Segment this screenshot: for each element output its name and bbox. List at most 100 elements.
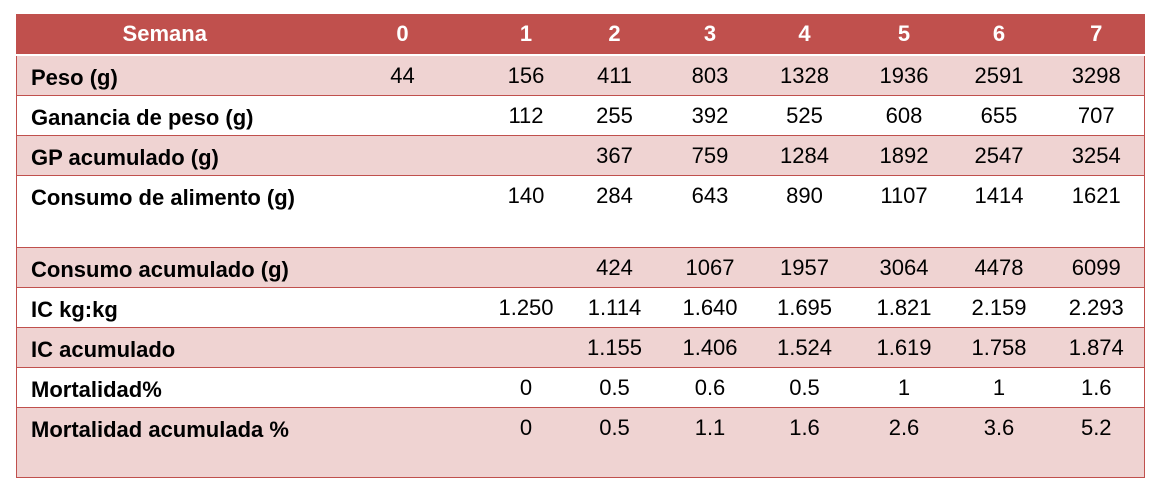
table-cell: 0.5 xyxy=(559,367,670,407)
table-cell: 284 xyxy=(559,175,670,247)
table-cell: 0 xyxy=(492,407,560,477)
table-row: Ganancia de peso (g) 112 255 392 525 608… xyxy=(16,95,1145,135)
table-cell: 156 xyxy=(492,54,560,95)
header-cell: 4 xyxy=(750,14,859,56)
row-label: IC kg:kg xyxy=(16,287,313,327)
table-cell: 608 xyxy=(858,95,950,135)
row-label: Mortalidad% xyxy=(16,367,313,407)
table-cell: 1.1 xyxy=(669,407,751,477)
table-cell: 1.114 xyxy=(559,287,670,327)
table-cell: 424 xyxy=(559,247,670,287)
table-cell xyxy=(312,367,493,407)
table-cell: 1.821 xyxy=(858,287,950,327)
header-cell: 5 xyxy=(858,14,950,56)
table-cell: 2.6 xyxy=(858,407,950,477)
table-cell xyxy=(492,247,560,287)
table-cell: 1.695 xyxy=(750,287,859,327)
table-cell: 112 xyxy=(492,95,560,135)
table-cell: 1.874 xyxy=(1048,327,1145,367)
table-cell: 1.619 xyxy=(858,327,950,367)
row-label: Mortalidad acumulada % xyxy=(16,407,313,477)
table-row: Mortalidad acumulada % 0 0.5 1.1 1.6 2.6… xyxy=(16,407,1145,477)
table-cell: 1.6 xyxy=(750,407,859,477)
table-cell: 0 xyxy=(492,367,560,407)
table-cell xyxy=(312,407,493,477)
table-row: Consumo de alimento (g) 140 284 643 890 … xyxy=(16,175,1145,247)
table-cell xyxy=(492,327,560,367)
table-cell: 1284 xyxy=(750,135,859,175)
table-cell: 1107 xyxy=(858,175,950,247)
table-cell: 803 xyxy=(669,54,751,95)
table-cell: 3254 xyxy=(1048,135,1145,175)
table-cell: 1936 xyxy=(858,54,950,95)
table-cell: 1.406 xyxy=(669,327,751,367)
row-label: Consumo acumulado (g) xyxy=(16,247,313,287)
table-cell: 1.250 xyxy=(492,287,560,327)
table-cell: 1.155 xyxy=(559,327,670,367)
header-cell: 7 xyxy=(1048,14,1145,56)
header-cell: 6 xyxy=(949,14,1049,56)
table-cell: 3064 xyxy=(858,247,950,287)
table-cell: 3.6 xyxy=(949,407,1049,477)
table-cell: 2547 xyxy=(949,135,1049,175)
table-cell: 5.2 xyxy=(1048,407,1145,477)
table-cell: 655 xyxy=(949,95,1049,135)
header-cell: 2 xyxy=(559,14,670,56)
table-row: IC acumulado 1.155 1.406 1.524 1.619 1.7… xyxy=(16,327,1145,367)
header-cell: 0 xyxy=(312,14,493,56)
table-cell: 44 xyxy=(312,54,493,95)
table-cell xyxy=(312,175,493,247)
table-cell: 367 xyxy=(559,135,670,175)
table-row: GP acumulado (g) 367 759 1284 1892 2547 … xyxy=(16,135,1145,175)
table-row: IC kg:kg 1.250 1.114 1.640 1.695 1.821 2… xyxy=(16,287,1145,327)
table-cell: 1067 xyxy=(669,247,751,287)
header-cell: 3 xyxy=(669,14,751,56)
table-cell: 2.159 xyxy=(949,287,1049,327)
table-cell: 3298 xyxy=(1048,54,1145,95)
table-cell: 1.758 xyxy=(949,327,1049,367)
table-cell: 4478 xyxy=(949,247,1049,287)
table-cell: 707 xyxy=(1048,95,1145,135)
table-cell xyxy=(492,135,560,175)
table-cell: 255 xyxy=(559,95,670,135)
table-cell: 0.6 xyxy=(669,367,751,407)
table-cell: 1621 xyxy=(1048,175,1145,247)
table-cell: 643 xyxy=(669,175,751,247)
table-cell xyxy=(312,327,493,367)
table-cell: 2591 xyxy=(949,54,1049,95)
table-cell: 525 xyxy=(750,95,859,135)
table-cell: 6099 xyxy=(1048,247,1145,287)
data-table: Semana 0 1 2 3 4 5 6 7 Peso (g) 44 156 4… xyxy=(16,14,1145,478)
header-cell: 1 xyxy=(492,14,560,56)
table-cell xyxy=(312,135,493,175)
table-cell: 0.5 xyxy=(750,367,859,407)
table-cell: 140 xyxy=(492,175,560,247)
table-row: Consumo acumulado (g) 424 1067 1957 3064… xyxy=(16,247,1145,287)
table-cell: 411 xyxy=(559,54,670,95)
table-cell xyxy=(312,287,493,327)
table-cell: 1957 xyxy=(750,247,859,287)
table-cell: 1 xyxy=(949,367,1049,407)
row-label: Consumo de alimento (g) xyxy=(16,175,313,247)
table-cell: 1328 xyxy=(750,54,859,95)
table-cell xyxy=(312,95,493,135)
table-cell: 0.5 xyxy=(559,407,670,477)
header-row: Semana 0 1 2 3 4 5 6 7 xyxy=(16,14,1145,56)
table-cell: 392 xyxy=(669,95,751,135)
table-cell: 1.6 xyxy=(1048,367,1145,407)
table-row: Mortalidad% 0 0.5 0.6 0.5 1 1 1.6 xyxy=(16,367,1145,407)
row-label: Ganancia de peso (g) xyxy=(16,95,313,135)
table-cell: 759 xyxy=(669,135,751,175)
row-label: Peso (g) xyxy=(16,54,313,95)
table-cell: 890 xyxy=(750,175,859,247)
table-cell xyxy=(312,247,493,287)
table-cell: 2.293 xyxy=(1048,287,1145,327)
table-cell: 1414 xyxy=(949,175,1049,247)
header-cell: Semana xyxy=(16,14,313,56)
table-row: Peso (g) 44 156 411 803 1328 1936 2591 3… xyxy=(16,54,1145,95)
row-label: GP acumulado (g) xyxy=(16,135,313,175)
table-cell: 1.524 xyxy=(750,327,859,367)
table-cell: 1.640 xyxy=(669,287,751,327)
table-cell: 1892 xyxy=(858,135,950,175)
row-label: IC acumulado xyxy=(16,327,313,367)
